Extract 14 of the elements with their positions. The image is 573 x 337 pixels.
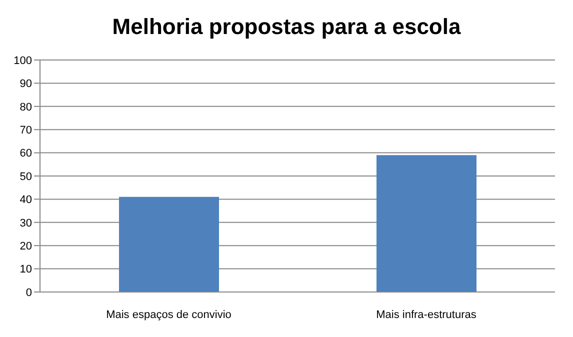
y-tick-label: 30 [20,217,32,230]
y-tick-label: 0 [26,286,32,299]
y-tick-label: 50 [20,170,32,183]
y-tick-label: 10 [20,264,32,276]
y-tick-label: 100 [14,54,32,67]
y-tick-label: 80 [20,101,32,114]
y-tick-label: 90 [20,78,32,90]
y-tick-label: 70 [20,124,32,137]
x-tick-label: Mais espaços de convivio [106,308,232,321]
x-tick-label: Mais infra-estruturas [376,308,477,321]
y-tick-label: 20 [20,240,32,253]
y-tick-label: 40 [20,194,32,206]
y-tick-label: 60 [20,148,32,160]
chart-title: Melhoria propostas para a escola [111,14,462,40]
